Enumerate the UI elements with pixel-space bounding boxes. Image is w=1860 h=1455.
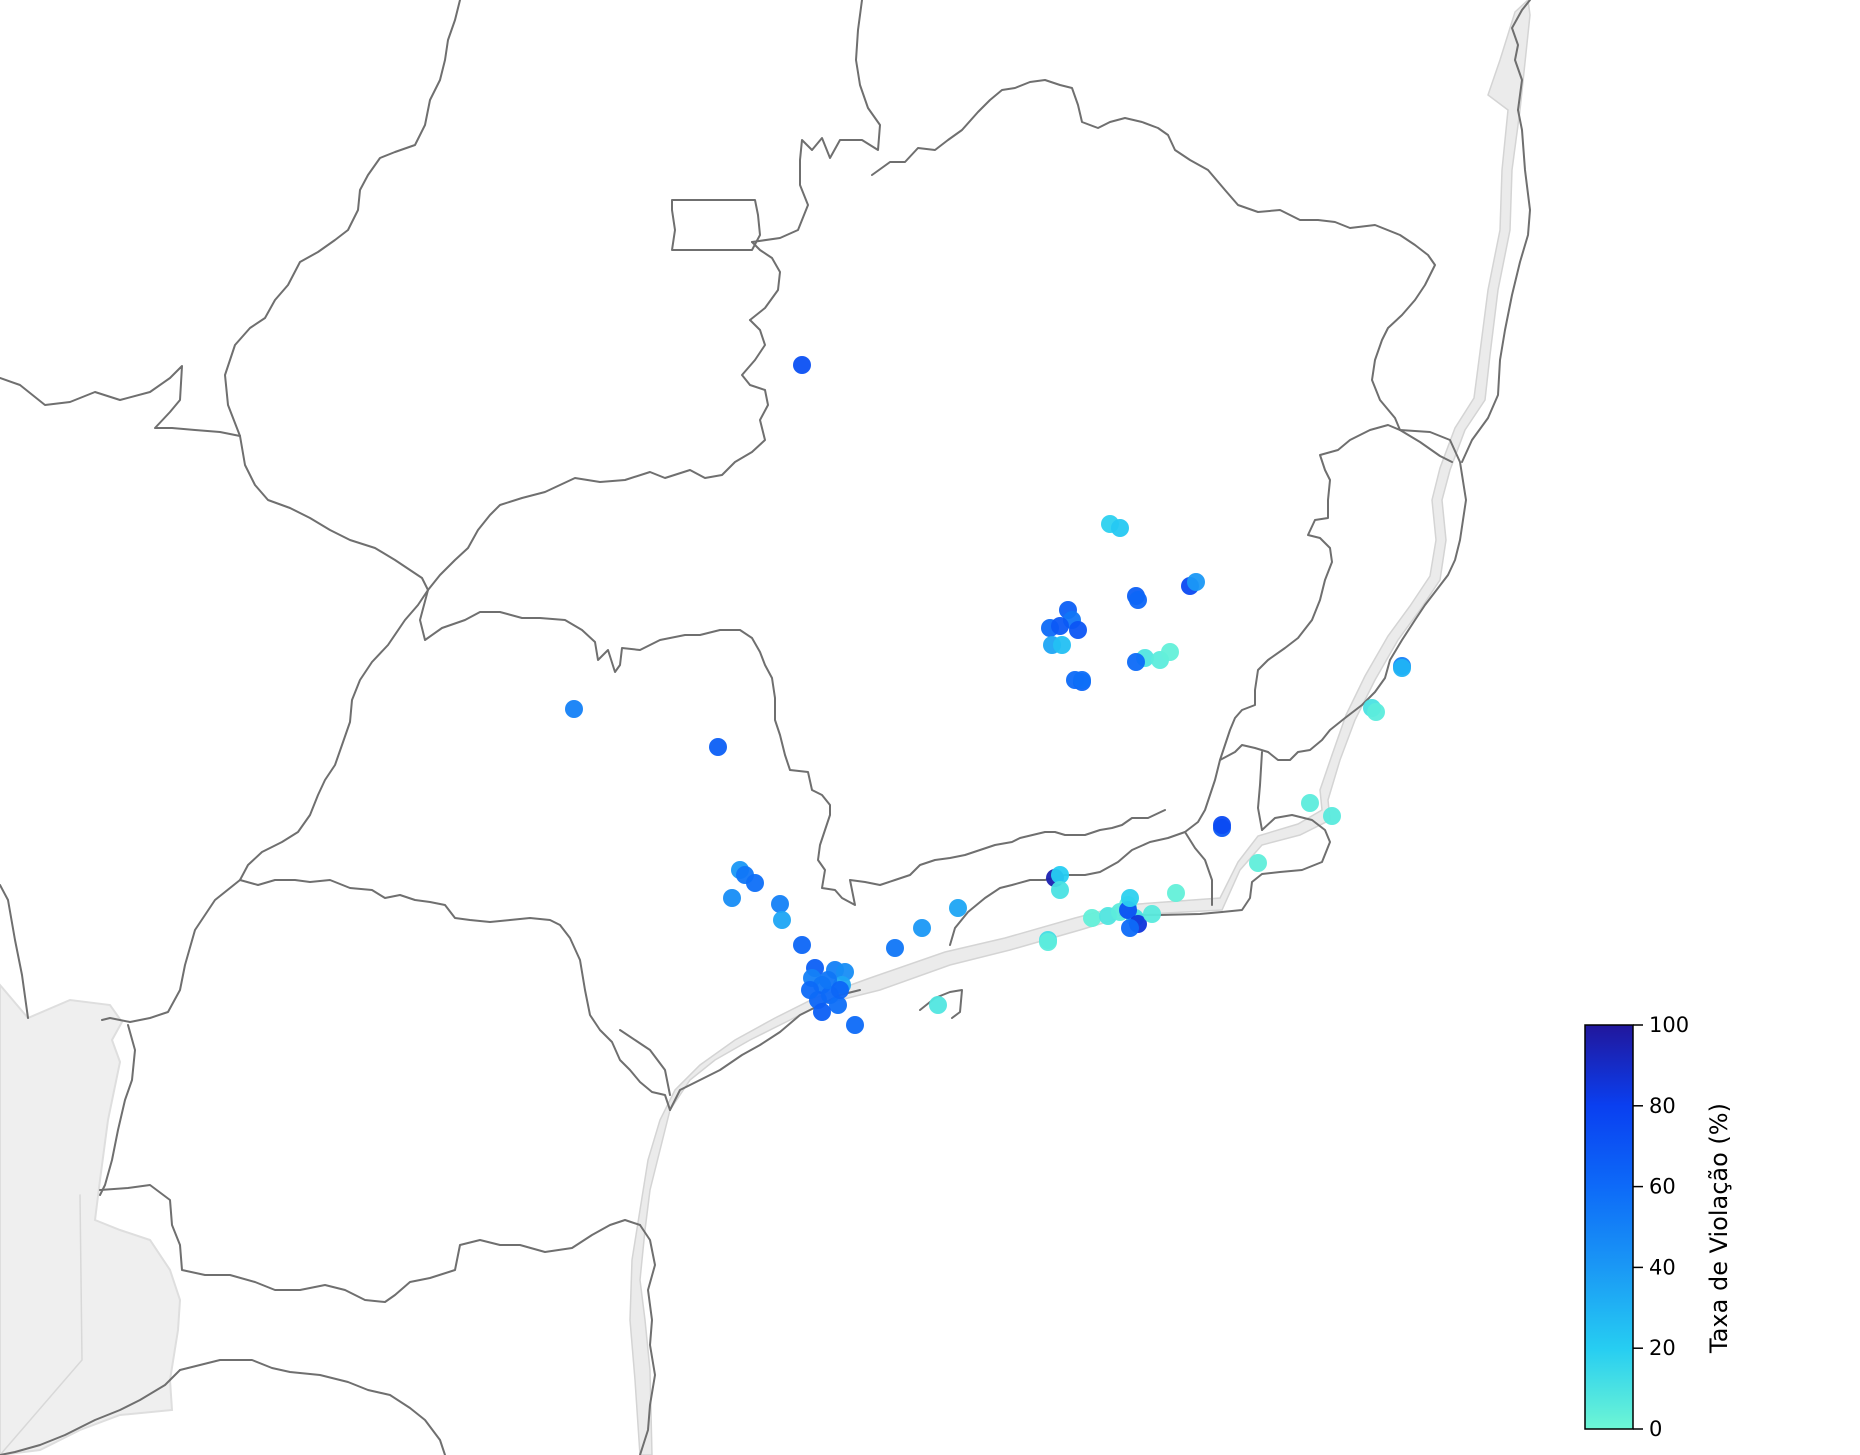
data-point bbox=[886, 939, 904, 957]
data-point bbox=[1161, 643, 1179, 661]
data-point bbox=[801, 981, 819, 999]
data-point bbox=[1301, 794, 1319, 812]
colorbar-ticks: 0 20 40 60 80 100 bbox=[1633, 1013, 1689, 1441]
coastal-strip bbox=[629, 0, 1531, 1455]
data-point bbox=[1167, 884, 1185, 902]
data-point bbox=[1039, 933, 1057, 951]
colorbar-tick-label: 100 bbox=[1649, 1013, 1689, 1037]
data-point bbox=[1187, 573, 1205, 591]
data-point bbox=[1051, 617, 1069, 635]
data-point bbox=[1323, 807, 1341, 825]
data-point bbox=[1051, 881, 1069, 899]
data-points bbox=[565, 356, 1411, 1034]
data-point bbox=[1083, 909, 1101, 927]
neighbour-internal-border bbox=[0, 1194, 83, 1455]
data-point bbox=[829, 996, 847, 1014]
data-point bbox=[771, 895, 789, 913]
neighbour-country-shape bbox=[0, 983, 182, 1455]
data-point bbox=[723, 889, 741, 907]
data-point bbox=[773, 911, 791, 929]
colorbar: 0 20 40 60 80 100 Taxa de Violação (%) bbox=[1584, 1013, 1733, 1441]
data-point bbox=[1053, 636, 1071, 654]
data-point bbox=[929, 996, 947, 1014]
colorbar-tick-label: 20 bbox=[1649, 1336, 1676, 1360]
data-point bbox=[813, 1003, 831, 1021]
colorbar-title: Taxa de Violação (%) bbox=[1705, 1103, 1733, 1354]
data-point bbox=[1367, 703, 1385, 721]
data-point bbox=[746, 874, 764, 892]
data-point bbox=[1111, 519, 1129, 537]
borders bbox=[0, 0, 1531, 1455]
data-point bbox=[793, 936, 811, 954]
data-point bbox=[565, 700, 583, 718]
colorbar-tick-label: 40 bbox=[1649, 1255, 1676, 1279]
data-point bbox=[709, 738, 727, 756]
data-point bbox=[831, 981, 849, 999]
data-point bbox=[1127, 653, 1145, 671]
data-point bbox=[1129, 591, 1147, 609]
data-point bbox=[949, 899, 967, 917]
data-point bbox=[846, 1016, 864, 1034]
colorbar-tick-label: 60 bbox=[1649, 1175, 1676, 1199]
data-point bbox=[819, 971, 837, 989]
data-point bbox=[1069, 621, 1087, 639]
data-point bbox=[913, 919, 931, 937]
data-point bbox=[1073, 671, 1091, 689]
data-point bbox=[1143, 905, 1161, 923]
colorbar-tick-label: 0 bbox=[1649, 1417, 1662, 1441]
data-point bbox=[1051, 866, 1069, 884]
data-point bbox=[1213, 816, 1231, 834]
data-point bbox=[1393, 659, 1411, 677]
colorbar-bar bbox=[1584, 1024, 1634, 1430]
colorbar-tick-label: 80 bbox=[1649, 1094, 1676, 1118]
data-point bbox=[1121, 919, 1139, 937]
data-point bbox=[1121, 889, 1139, 907]
data-point bbox=[1249, 854, 1267, 872]
data-point bbox=[793, 356, 811, 374]
